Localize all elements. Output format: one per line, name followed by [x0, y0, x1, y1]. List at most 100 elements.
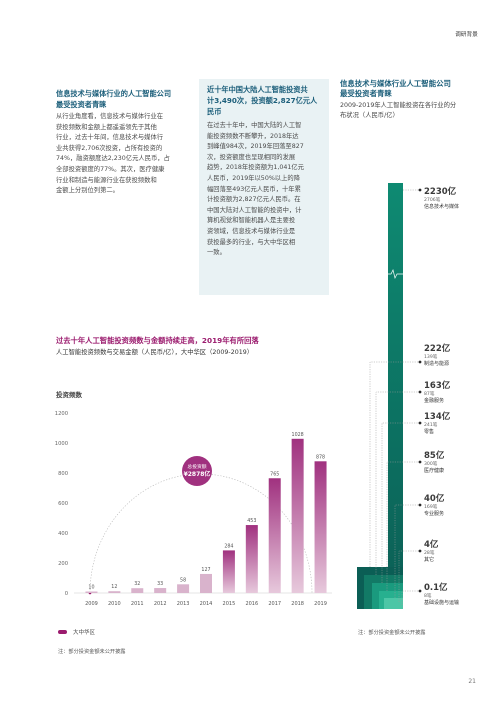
bar-value-label: 284 [224, 543, 233, 549]
svg-text:医疗健康: 医疗健康 [424, 467, 444, 474]
left-body-line: 全部投资额度的77%。其次，医疗健康 [56, 165, 165, 173]
left-text-block: 信息技术与媒体行业的人工智能公司 最受投资者青睐 从行业角度看，信息技术与媒体行… [56, 88, 194, 197]
callout-title-line: 近十年中国大陆人工智能投资共 [207, 85, 308, 94]
x-tick-label: 2014 [200, 601, 213, 607]
bar-value-label: 58 [180, 577, 186, 583]
left-body-line: 74%，融资额度达2,230亿元人民币，占 [56, 155, 170, 163]
industry-label-1: 222亿 139笔 制造与能源 [418, 343, 451, 367]
svg-text:零售: 零售 [424, 428, 434, 435]
svg-text:85亿: 85亿 [424, 450, 445, 461]
callout-body-line: 一致。 [207, 249, 226, 257]
x-tick-label: 2010 [108, 601, 121, 607]
callout-body-line: 能投资频数不断攀升，2018年达 [207, 132, 299, 140]
svg-text:169笔: 169笔 [424, 503, 438, 510]
y-tick-label: 600 [58, 501, 68, 507]
y-tick-label: 200 [58, 561, 68, 567]
svg-text:金融服务: 金融服务 [424, 397, 444, 404]
industry-label-4: 85亿 300笔 医疗健康 [418, 450, 445, 474]
right-title-line: 信息技术与媒体行业人工智能公司 [340, 79, 451, 88]
svg-text:8笔: 8笔 [424, 592, 432, 599]
svg-text:139笔: 139笔 [424, 353, 438, 360]
chart-legend: 大中华区 [58, 628, 95, 636]
y-tick-label: 400 [58, 531, 68, 537]
left-body: 从行业角度看，信息技术与媒体行业在 获投频数和金额上都遥遥领先于其他 行业，过去… [56, 112, 194, 197]
x-ticks: 2009 2010 2011 2012 2013 2014 2015 2016 2017 2018… [85, 601, 327, 607]
right-subtitle-line: 2009-2019年人工智能投资在各行业的分 [340, 102, 457, 109]
callout-body-line: 资领域，信息技术与媒体行业是 [207, 227, 296, 235]
industry-bars: 2230亿 2706笔 信息技术与媒体 222亿 139笔 制造与能源 163亿… [357, 183, 459, 609]
svg-text:基础设施与运输: 基础设施与运输 [424, 599, 459, 606]
total-investment-label: 总投资额 [187, 463, 206, 470]
investment-bar-chart: 投资频数 0 200 400 600 800 1000 1200 10 12 32 33 58 127… [55, 390, 332, 607]
bar-value-label: 32 [134, 581, 140, 587]
callout-body: 在过去十年中，中国大陆的人工智 能投资频数不断攀升，2018年达 到峰值984次… [207, 121, 321, 259]
bar-2010 [108, 591, 121, 593]
svg-text:信息技术与媒体: 信息技术与媒体 [424, 203, 459, 210]
right-title-line: 最受投资者青睐 [340, 89, 392, 98]
svg-text:134亿: 134亿 [424, 411, 451, 422]
left-title-line2: 最受投资者青睐 [56, 100, 107, 109]
x-tick-label: 2017 [268, 601, 281, 607]
x-tick-label: 2013 [177, 601, 190, 607]
industry-connectors [369, 189, 420, 605]
industry-label-0: 2230亿 2706笔 信息技术与媒体 [418, 186, 459, 210]
svg-text:87笔: 87笔 [424, 390, 435, 397]
bar-2019 [314, 461, 327, 593]
svg-text:4亿: 4亿 [424, 539, 439, 550]
y-tick-label: 1000 [55, 441, 68, 447]
callout-body-line: 人民币，2019年以50%以上的降 [207, 174, 300, 182]
bar-2018 [291, 438, 304, 593]
bar-value-label: 878 [316, 454, 325, 460]
bar-value-label: 453 [247, 518, 256, 524]
svg-text:2230亿: 2230亿 [424, 186, 457, 197]
svg-text:0.1亿: 0.1亿 [424, 582, 448, 593]
industry-label-2: 163亿 87笔 金融服务 [418, 380, 451, 404]
total-investment-circle [182, 456, 212, 486]
svg-text:其它: 其它 [424, 556, 434, 563]
bar-2014 [200, 573, 212, 593]
section-tag: 调研背景 [455, 32, 478, 38]
callout-body-line: 在过去十年中，中国大陆的人工智 [207, 122, 302, 129]
svg-text:241笔: 241笔 [424, 421, 438, 428]
bar-2013 [177, 584, 190, 593]
x-tick-label: 2009 [85, 601, 98, 607]
x-tick-label: 2015 [223, 601, 236, 607]
bar-value-label: 10 [88, 585, 94, 591]
bar-value-label: 33 [157, 581, 163, 587]
right-note: 注：部分投资金额未公开披露 [358, 630, 426, 636]
bar-value-label: 765 [270, 471, 279, 477]
right-subtitle-line: 布状况（人民币/亿） [340, 111, 399, 119]
bar-2012 [154, 588, 167, 593]
bar-value-label: 12 [111, 584, 117, 590]
page-number: 21 [468, 678, 476, 685]
y-ticks: 0 200 400 600 800 1000 1200 [55, 411, 68, 597]
callout-title-line: 计3,490次，投资额2,827亿元人 [207, 96, 318, 105]
callout-title-line: 民币 [207, 107, 222, 116]
svg-text:222亿: 222亿 [424, 343, 451, 354]
callout-body-line: 算机视觉和智能机器人是主要投 [207, 217, 296, 225]
y-tick-label: 1200 [55, 411, 68, 417]
industry-base-block [384, 598, 403, 609]
bar-value-label: 1028 [292, 432, 304, 438]
right-title: 信息技术与媒体行业人工智能公司 最受投资者青睐 [340, 79, 490, 99]
callout-box: 近十年中国大陆人工智能投资共 计3,490次，投资额2,827亿元人 民币 在过… [199, 79, 329, 295]
right-subtitle: 2009-2019年人工智能投资在各行业的分 布状况（人民币/亿） [340, 101, 490, 120]
y-tick-label: 800 [58, 471, 68, 477]
legend-swatch [58, 630, 67, 634]
callout-body-line: 中国大陆对人工智能的投资中，计 [207, 206, 302, 214]
industry-label-5: 40亿 169笔 专业服务 [418, 493, 445, 517]
industry-label-7: 0.1亿 8笔 基础设施与运输 [418, 582, 459, 606]
industry-label-6: 4亿 28笔 其它 [418, 539, 439, 563]
bar-2011 [131, 588, 144, 593]
bar-2015 [222, 550, 235, 593]
callout-body-line: 幅回落至493亿元人民币，十年累 [207, 185, 301, 193]
legend-label: 大中华区 [73, 630, 96, 636]
left-body-line: 获投频数和金额上都遥遥领先于其他 [56, 123, 157, 131]
left-body-line: 行业，过去十年间，信息技术与媒体行 [56, 134, 164, 142]
svg-text:300笔: 300笔 [424, 460, 438, 467]
total-investment-value: ¥2878亿 [184, 470, 211, 478]
callout-body-line: 计投资额为2,827亿元人民币。在 [207, 196, 301, 204]
chart-subtitle: 人工智能投资频数与交易金额（人民币/亿），大中华区（2009-2019） [56, 349, 254, 356]
left-body-line: 金额上分别位列第二。 [56, 187, 119, 195]
callout-body-line: 到峰值984次，2019年回落至827 [207, 143, 304, 151]
